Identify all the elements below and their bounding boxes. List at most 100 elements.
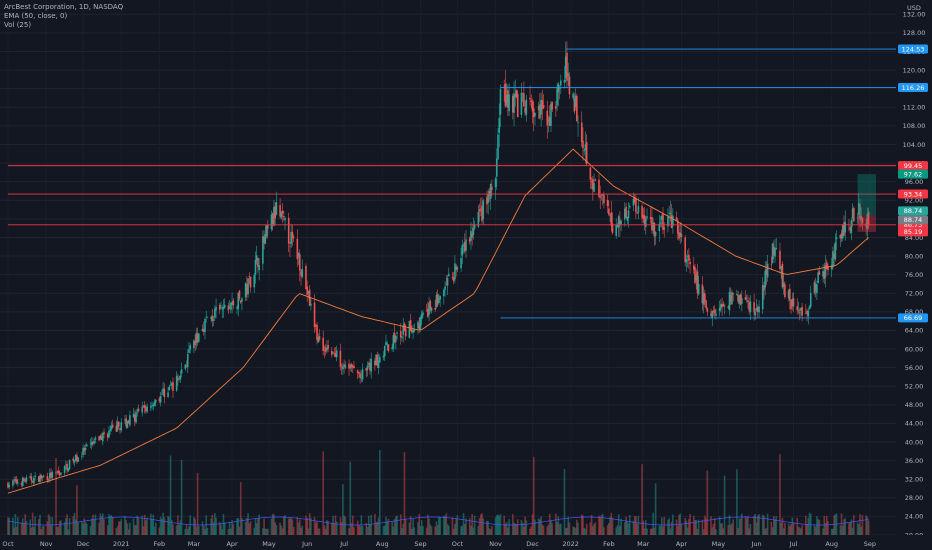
candle-body [701,284,704,304]
candle [766,255,769,282]
candle-body [841,224,844,239]
candle [34,471,36,481]
candle [47,478,50,483]
volume-bar [507,527,509,535]
candle-body [332,352,334,354]
candle [429,299,432,313]
volume-bar [537,518,540,535]
volume-bar [430,526,433,535]
candle [55,471,57,475]
candle-body [566,52,568,81]
candle [125,414,127,430]
volume-bar [651,528,653,535]
volume-bar [163,517,166,535]
candle [641,203,643,224]
candle-body [659,222,662,224]
candle [712,306,715,317]
candle [582,127,584,161]
ema-indicator-label[interactable]: EMA (50, close, 0) [4,12,68,20]
candle-body [817,272,819,284]
candle-body [755,307,758,311]
volume-bar [367,515,370,535]
candle-body [564,56,567,78]
ema-line [7,148,869,494]
candle [542,94,545,110]
volume-bar [738,518,741,535]
candle [106,432,109,441]
candle [732,292,734,302]
volume-bar [659,525,662,535]
candle [487,188,489,215]
volume-bar [315,522,317,535]
candle-body [789,288,791,301]
candle-body [412,330,414,333]
volume-bar [568,522,571,535]
candle-body [749,301,752,313]
candle [557,81,560,107]
candle-body [705,300,707,309]
volume-bar [503,515,505,535]
candle [211,309,214,328]
volume-bar [670,521,673,535]
candle-body [495,158,498,177]
candle-body [764,271,766,288]
candle-body [343,364,345,367]
candle-body [503,86,505,88]
volume-bar [487,520,489,535]
x-tick-label: Feb [603,540,615,548]
candle [599,185,602,210]
volume-bar [694,520,696,535]
candle-body [809,293,812,307]
volume-bar [7,517,9,535]
candle-body [324,347,327,352]
volume-bar [805,515,807,535]
volume-bar [745,518,748,535]
candle [82,444,84,458]
candles [7,41,870,490]
volume-bar [211,514,214,535]
candle-body [758,306,760,313]
volume-bar [349,461,352,535]
candle-body [470,231,472,241]
candle [100,433,103,441]
volume-indicator-label[interactable]: Vol (25) [4,21,32,29]
candle [266,220,269,239]
volume-bar [82,523,84,535]
volume-bar [754,513,757,535]
volume-bar [239,482,242,535]
candle [560,74,562,95]
candle-body [271,213,274,224]
candle-body [486,197,488,205]
volume-bar [366,527,369,535]
volume-bar [737,528,739,535]
volume-bar [56,527,59,535]
volume-bar [744,516,747,535]
volume-bar [800,528,802,535]
candle-body [83,447,86,452]
x-tick-label: Oct [2,540,14,548]
candle [481,197,483,224]
volume-bar [572,526,574,535]
volume-bar [66,514,68,535]
candle [103,428,105,439]
candle-body [715,313,717,316]
candle [740,290,743,312]
candle-body [179,375,182,380]
candle [193,339,195,354]
volume-bar [574,528,577,535]
volume-bar [377,517,380,535]
candle [393,324,396,344]
candle [729,287,732,306]
candle-body [689,262,691,265]
volume-bar [489,529,492,535]
volume-bar [577,522,579,535]
volume-bar [814,526,817,535]
candle-body [867,211,870,226]
volume-bar [818,519,821,535]
candle-body [237,293,240,310]
candle-body [835,237,838,240]
x-tick-label: Dec [77,540,90,548]
volume-bar [685,520,688,535]
volume-bar [72,516,75,535]
